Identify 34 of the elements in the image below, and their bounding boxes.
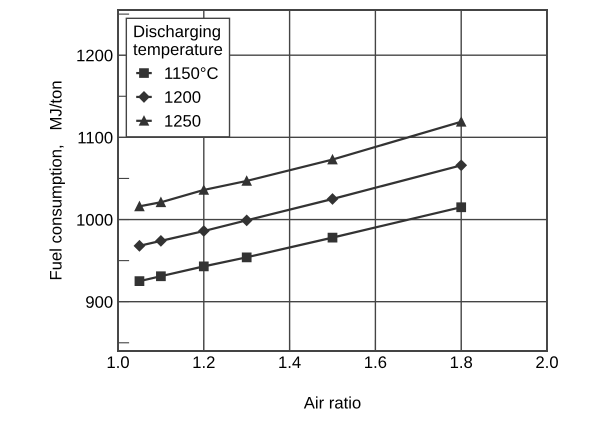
point [242, 252, 252, 262]
x-tick-label: 1.6 [365, 356, 386, 368]
point [328, 154, 338, 164]
point [134, 276, 144, 286]
y-tick-label: 900 [86, 296, 112, 308]
point [156, 271, 166, 282]
x-tick-label: 1.8 [450, 356, 472, 368]
legend-label: 1150°C [165, 67, 218, 80]
point [134, 240, 146, 252]
point [198, 225, 210, 237]
legend-label: 1200 [165, 91, 200, 103]
x-tick-label: 1.2 [193, 356, 215, 368]
point [156, 197, 166, 208]
x-tick-label: 2.0 [536, 356, 558, 368]
x-tick-label: 1.0 [108, 356, 129, 368]
y-tick-label: 1000 [77, 214, 112, 226]
point [242, 176, 252, 186]
point [241, 214, 252, 226]
x-axis-title: Air ratio [304, 396, 361, 409]
point [326, 193, 338, 205]
x-tick-label: 1.4 [279, 356, 301, 368]
legend-label: 1250 [165, 115, 200, 127]
point [456, 116, 466, 127]
point [198, 262, 209, 272]
point [456, 160, 467, 171]
point [198, 185, 209, 195]
legend-title: Discharging temperature [133, 25, 222, 58]
y-tick-label: 1100 [78, 132, 112, 144]
y-axis-title: Fuel consumption, MJ/ton [49, 82, 65, 280]
point [456, 202, 466, 212]
point [155, 235, 167, 246]
y-tick-label: 1200 [77, 50, 112, 62]
point [328, 232, 338, 242]
point [134, 202, 144, 212]
